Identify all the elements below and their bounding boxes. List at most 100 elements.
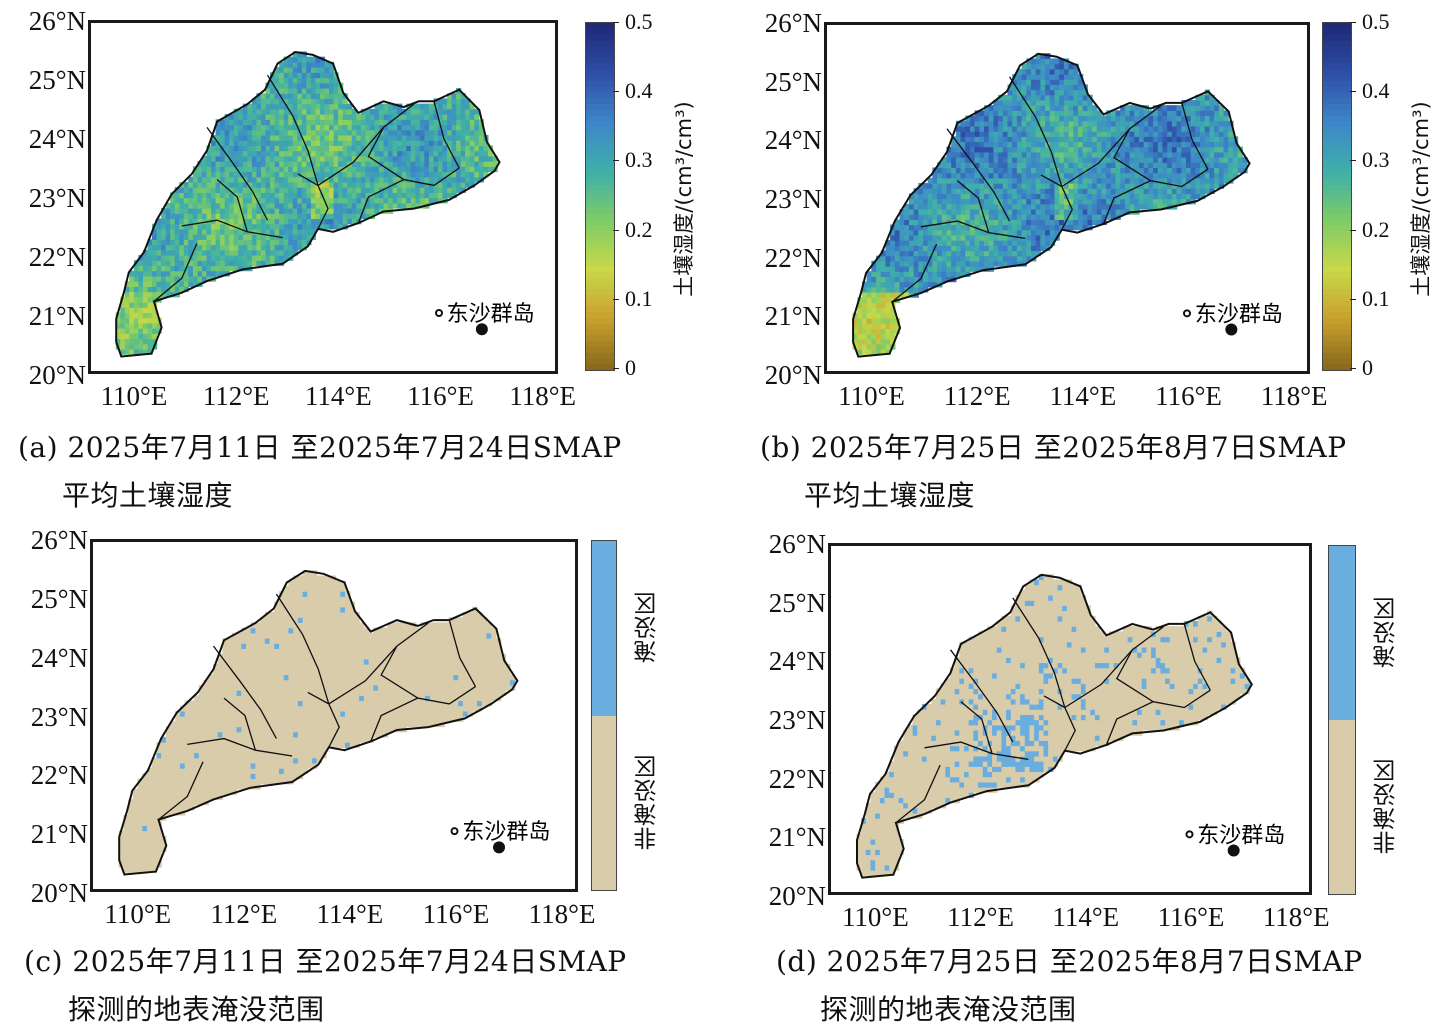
raster-cell [928, 271, 933, 277]
raster-cell [1073, 84, 1078, 90]
raster-cell [284, 177, 289, 183]
raster-cell [170, 234, 175, 240]
raster-cell [352, 130, 357, 136]
raster-cell [218, 690, 223, 696]
raster-cell [213, 700, 218, 706]
raster-cell [265, 643, 270, 649]
raster-cell [942, 245, 947, 251]
raster-cell [274, 773, 279, 779]
raster-cell [1040, 230, 1045, 236]
raster-cell [867, 334, 872, 340]
raster-cell [234, 114, 239, 120]
raster-cell [1022, 126, 1027, 132]
raster-cell [1017, 204, 1022, 210]
raster-cell [227, 643, 232, 649]
colorbar-gradient [1323, 23, 1351, 370]
raster-cell [885, 334, 890, 340]
raster-cell [443, 182, 448, 188]
raster-cell [1139, 136, 1144, 142]
raster-cell [302, 161, 307, 167]
raster-cell [937, 230, 942, 236]
raster-cell [1069, 116, 1074, 122]
raster-cell [951, 256, 956, 262]
raster-cell [1026, 167, 1031, 173]
colorbar-swatch [586, 231, 614, 237]
raster-cell [1078, 162, 1083, 168]
raster-cell [1219, 162, 1224, 168]
raster-cell [1087, 131, 1092, 137]
raster-cell [465, 151, 470, 157]
raster-cell [302, 109, 307, 115]
raster-cell [984, 256, 989, 262]
raster-cell [1224, 152, 1229, 158]
raster-cell [306, 88, 311, 94]
raster-cell [147, 323, 152, 329]
raster-cell [1050, 90, 1055, 96]
raster-cell [984, 245, 989, 251]
raster-cell [1059, 147, 1064, 153]
raster-cell [1134, 136, 1139, 142]
raster-cell [438, 135, 443, 141]
raster-cell [1050, 58, 1055, 64]
raster-cell [266, 104, 271, 110]
raster-cell [157, 271, 162, 277]
raster-cell [975, 188, 980, 194]
raster-cell [270, 250, 275, 256]
raster-cell [1036, 188, 1041, 194]
raster-cell [1054, 131, 1059, 137]
raster-cell [1101, 136, 1106, 142]
raster-cell [222, 773, 227, 779]
raster-cell [1050, 193, 1055, 199]
island-label: 东沙群岛 [447, 302, 535, 327]
raster-cell [876, 276, 881, 282]
raster-cell [206, 166, 211, 172]
raster-cell [965, 256, 970, 262]
raster-cell [1153, 152, 1158, 158]
raster-cell [247, 156, 252, 162]
raster-cell [942, 199, 947, 205]
raster-cell [1083, 105, 1088, 111]
raster-cell [129, 286, 134, 292]
raster-cell [1026, 84, 1031, 90]
raster-cell [170, 250, 175, 256]
raster-cell [208, 784, 213, 790]
raster-cell [265, 706, 270, 712]
raster-cell [1162, 110, 1167, 116]
raster-cell [343, 213, 348, 219]
raster-cell [961, 131, 966, 137]
raster-cell [970, 178, 975, 184]
raster-cell [251, 659, 256, 665]
colorbar-swatch [1323, 98, 1351, 104]
raster-cell [306, 229, 311, 235]
raster-cell [1177, 188, 1182, 194]
raster-cell [311, 151, 316, 157]
raster-cell [320, 208, 325, 214]
raster-cell [338, 104, 343, 110]
raster-cell [288, 208, 293, 214]
raster-cell [352, 171, 357, 177]
raster-cell [143, 323, 148, 329]
raster-cell [275, 250, 280, 256]
raster-cell [325, 119, 330, 125]
raster-cell [470, 166, 475, 172]
raster-cell [227, 711, 232, 717]
raster-cell [1209, 178, 1214, 184]
raster-cell [1219, 152, 1224, 158]
raster-cell [311, 72, 316, 78]
raster-cell [125, 344, 130, 350]
raster-cell [1214, 152, 1219, 158]
raster-cell [424, 151, 429, 157]
raster-cell [161, 753, 166, 759]
raster-cell [393, 203, 398, 209]
raster-cell [370, 182, 375, 188]
raster-cell [857, 339, 862, 345]
raster-cell [208, 758, 213, 764]
raster-cell [206, 208, 211, 214]
raster-cell [862, 328, 867, 334]
raster-cell [266, 156, 271, 162]
raster-cell [1083, 214, 1088, 220]
raster-cell [1181, 167, 1186, 173]
raster-cell [1177, 121, 1182, 127]
raster-cell [334, 156, 339, 162]
raster-cell [1036, 141, 1041, 147]
